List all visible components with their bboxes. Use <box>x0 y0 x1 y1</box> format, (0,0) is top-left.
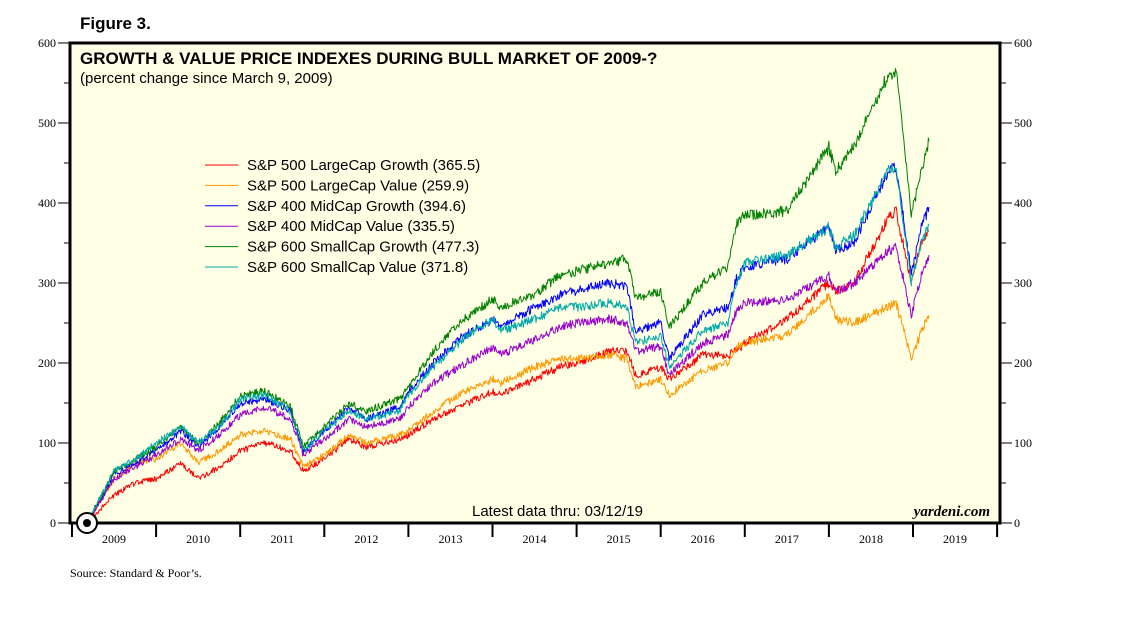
plot-frame <box>68 41 1002 525</box>
legend-label: S&P 500 LargeCap Value (259.9) <box>247 177 469 194</box>
origin-dot <box>83 519 91 527</box>
brand-label: yardeni.com <box>912 504 990 520</box>
x-tick-label: 2014 <box>523 532 547 546</box>
x-tick-label: 2010 <box>186 532 210 546</box>
legend-item: S&P 600 SmallCap Value (371.8) <box>205 259 468 276</box>
legend-item: S&P 400 MidCap Value (335.5) <box>205 218 455 235</box>
y-tick-label: 100 <box>38 436 56 450</box>
source-note: Source: Standard & Poor’s. <box>70 566 202 580</box>
y-tick-label: 600 <box>1014 36 1032 50</box>
series-line-s-p-500-largecap-value <box>86 293 930 524</box>
y-tick-label: 300 <box>38 276 56 290</box>
x-tick-label: 2017 <box>775 532 799 546</box>
legend-label: S&P 600 SmallCap Growth (477.3) <box>247 239 479 256</box>
x-tick-label: 2015 <box>607 532 631 546</box>
y-tick-label: 500 <box>1014 116 1032 130</box>
series-line-s-p-500-largecap-growth <box>86 206 930 524</box>
legend-label: S&P 400 MidCap Value (335.5) <box>247 218 455 235</box>
plot-background <box>70 43 1000 523</box>
y-tick-label: 600 <box>38 36 56 50</box>
chart-subtitle: (percent change since March 9, 2009) <box>80 70 333 87</box>
y-tick-label: 0 <box>1014 516 1020 530</box>
y-tick-label: 200 <box>38 356 56 370</box>
legend-item: S&P 500 LargeCap Growth (365.5) <box>205 157 480 174</box>
series-lines <box>86 68 930 524</box>
chart-title: GROWTH & VALUE PRICE INDEXES DURING BULL… <box>80 49 657 68</box>
y-tick-label: 300 <box>1014 276 1032 290</box>
x-tick-label: 2019 <box>943 532 967 546</box>
y-axis-right: 0 100 200 300 400 500 600 <box>1000 36 1032 530</box>
y-tick-label: 500 <box>38 116 56 130</box>
x-tick-label: 2011 <box>270 532 294 546</box>
x-tick-label: 2012 <box>354 532 378 546</box>
x-tick-label: 2018 <box>859 532 883 546</box>
x-tick-label: 2016 <box>691 532 715 546</box>
x-axis: 2009 2010 2011 2012 2013 2014 2015 2016 2017 2018… <box>71 523 999 546</box>
y-tick-label: 400 <box>1014 196 1032 210</box>
legend-item: S&P 600 SmallCap Growth (477.3) <box>205 239 479 256</box>
series-line-s-p-400-midcap-value <box>86 242 930 524</box>
legend-item: S&P 400 MidCap Growth (394.6) <box>205 198 466 215</box>
series-line-s-p-600-smallcap-growth <box>86 68 930 524</box>
legend-label: S&P 500 LargeCap Growth (365.5) <box>247 157 480 174</box>
x-tick-label: 2009 <box>102 532 126 546</box>
latest-data-note: Latest data thru: 03/12/19 <box>472 503 643 520</box>
legend-item: S&P 500 LargeCap Value (259.9) <box>205 177 469 194</box>
y-tick-label: 400 <box>38 196 56 210</box>
series-line-s-p-400-midcap-growth <box>86 162 930 524</box>
y-tick-label: 200 <box>1014 356 1032 370</box>
origin-marker <box>76 512 98 534</box>
y-tick-label: 100 <box>1014 436 1032 450</box>
y-axis-left: 0 100 200 300 400 500 600 <box>38 36 70 530</box>
y-tick-label: 0 <box>50 516 56 530</box>
figure-label: Figure 3. <box>80 14 151 33</box>
legend-label: S&P 600 SmallCap Value (371.8) <box>247 259 468 276</box>
legend-label: S&P 400 MidCap Growth (394.6) <box>247 198 466 215</box>
legend: S&P 500 LargeCap Growth (365.5) S&P 500 L… <box>205 157 480 276</box>
x-tick-label: 2013 <box>438 532 462 546</box>
series-line-s-p-600-smallcap-value <box>86 163 930 524</box>
